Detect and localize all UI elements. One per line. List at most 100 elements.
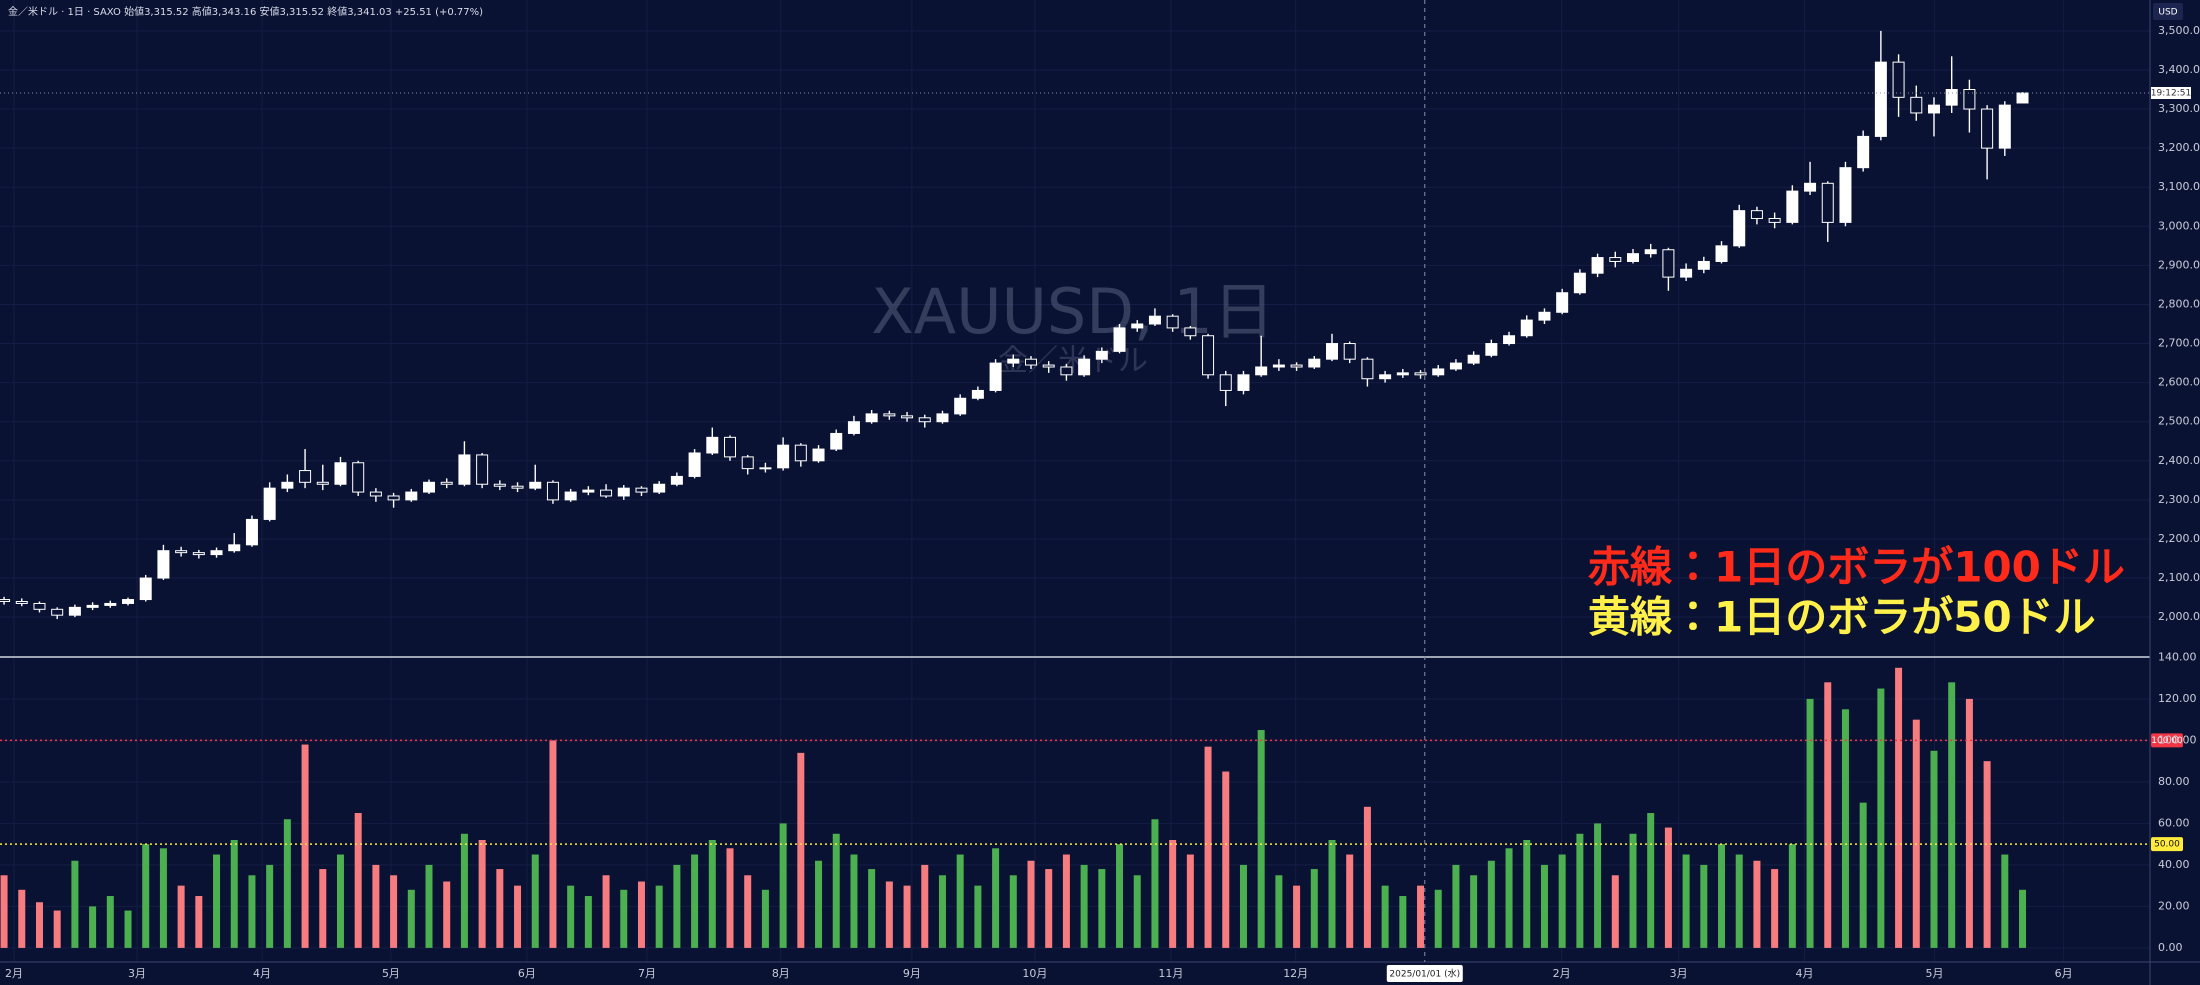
x-tick-label: 4月 [1796, 967, 1814, 980]
candle-body [511, 485, 524, 489]
volatility-bar [1310, 869, 1318, 948]
volatility-bar [1788, 844, 1796, 948]
volatility-bar [35, 902, 43, 948]
x-tick-label: 10月 [1022, 967, 1047, 980]
y-tick-label: 3,000.00 [2158, 219, 2200, 232]
annotation: 黄線：1日のボラが50ドル [1588, 593, 2096, 642]
volatility-bar [159, 848, 167, 948]
volatility-bar [1169, 840, 1177, 948]
candle-body [299, 470, 312, 483]
volatility-bar [195, 896, 203, 948]
candle-body [1821, 182, 1834, 223]
candle-body [564, 491, 577, 501]
volatility-bar [1434, 889, 1442, 948]
volatility-bar [1257, 730, 1265, 948]
candle-body [1078, 358, 1091, 376]
volatility-bar [89, 906, 97, 948]
y-tick-label: 2,800.00 [2158, 297, 2200, 310]
candle-body [1680, 268, 1693, 278]
candle-body [777, 444, 790, 469]
candle-body [1148, 315, 1161, 325]
y-tick-label: 3,200.00 [2158, 141, 2200, 154]
candle-body [316, 481, 329, 485]
candle-body [1414, 372, 1427, 376]
volatility-bar [779, 823, 787, 948]
x-tick-label: 9月 [903, 967, 921, 980]
candle-body [1538, 311, 1551, 321]
candle-body [1060, 366, 1073, 376]
volatility-bar [1452, 864, 1460, 948]
y-tick-label: 2,700.00 [2158, 337, 2200, 350]
volatility-bar [637, 881, 645, 948]
candle-body [1503, 335, 1516, 345]
candle-body [1432, 368, 1445, 376]
volatility-bar [1151, 819, 1159, 948]
x-tick-label: 4月 [253, 967, 271, 980]
volatility-bar [549, 740, 557, 948]
volatility-bar [584, 896, 592, 948]
candle-body [1981, 108, 1994, 149]
annotation: 赤線：1日のボラが100ドル [1588, 543, 2125, 592]
volatility-bar [1576, 833, 1584, 948]
candle-body [1485, 343, 1498, 356]
volatility-bar [1417, 885, 1425, 948]
volatility-bar [1222, 771, 1230, 948]
x-tick-label: 5月 [382, 967, 400, 980]
volatility-bar [372, 864, 380, 948]
candle-body [387, 495, 400, 501]
candle-body [670, 475, 683, 485]
candle-body [1609, 257, 1622, 262]
volatility-bar [1771, 869, 1779, 948]
volatility-bar [443, 881, 451, 948]
candle-body [405, 491, 418, 501]
candle-body [1396, 372, 1409, 376]
candle-body [68, 606, 81, 616]
volatility-bar [708, 840, 716, 948]
candle-body [210, 550, 223, 556]
y-tick-label: 0.00 [2158, 941, 2183, 954]
candle-body [1804, 182, 1817, 192]
candle-body [1626, 253, 1639, 262]
y-tick-label: 3,100.00 [2158, 180, 2200, 193]
volatility-bar [1239, 864, 1247, 948]
volatility-bar [1877, 688, 1885, 948]
currency-box [2153, 3, 2183, 20]
candle-body [1963, 89, 1976, 110]
candle-body [1166, 315, 1179, 329]
candle-body [334, 462, 347, 485]
y-tick-label: 3,500.00 [2158, 24, 2200, 37]
volatility-bar [1983, 761, 1991, 948]
volatility-bar [230, 840, 238, 948]
candle-body [1750, 210, 1763, 219]
x-tick-label: 3月 [128, 967, 146, 980]
y-tick-label: 3,300.00 [2158, 102, 2200, 115]
y-tick-label: 3,400.00 [2158, 63, 2200, 76]
candle-body [228, 544, 241, 552]
candle-body [423, 481, 436, 493]
volatility-bar [1328, 840, 1336, 948]
x-tick-label: 2月 [1553, 967, 1571, 980]
candle-body [1715, 245, 1728, 262]
candle-body [600, 489, 613, 497]
y-tick-label: 2,200.00 [2158, 532, 2200, 545]
volatility-bar [1346, 854, 1354, 948]
volatility-bar [106, 896, 114, 948]
volatility-bar [1664, 827, 1672, 948]
candle-body [1361, 358, 1374, 380]
x-tick-label: 3月 [1670, 967, 1688, 980]
candle-body [1786, 190, 1799, 223]
candle-body [1768, 217, 1781, 223]
crosshair-label: 2025/01/01 (水) [1389, 968, 1460, 980]
candle-body [1290, 364, 1303, 368]
candle-body [635, 487, 648, 493]
candle-body [582, 489, 595, 493]
volatility-bar [1098, 869, 1106, 948]
volatility-bar [726, 848, 734, 948]
volatility-bar [283, 819, 291, 948]
volatility-bar [1824, 682, 1832, 948]
candle-body [192, 552, 205, 556]
volatility-bar [2001, 854, 2009, 948]
candle-body [883, 413, 896, 417]
